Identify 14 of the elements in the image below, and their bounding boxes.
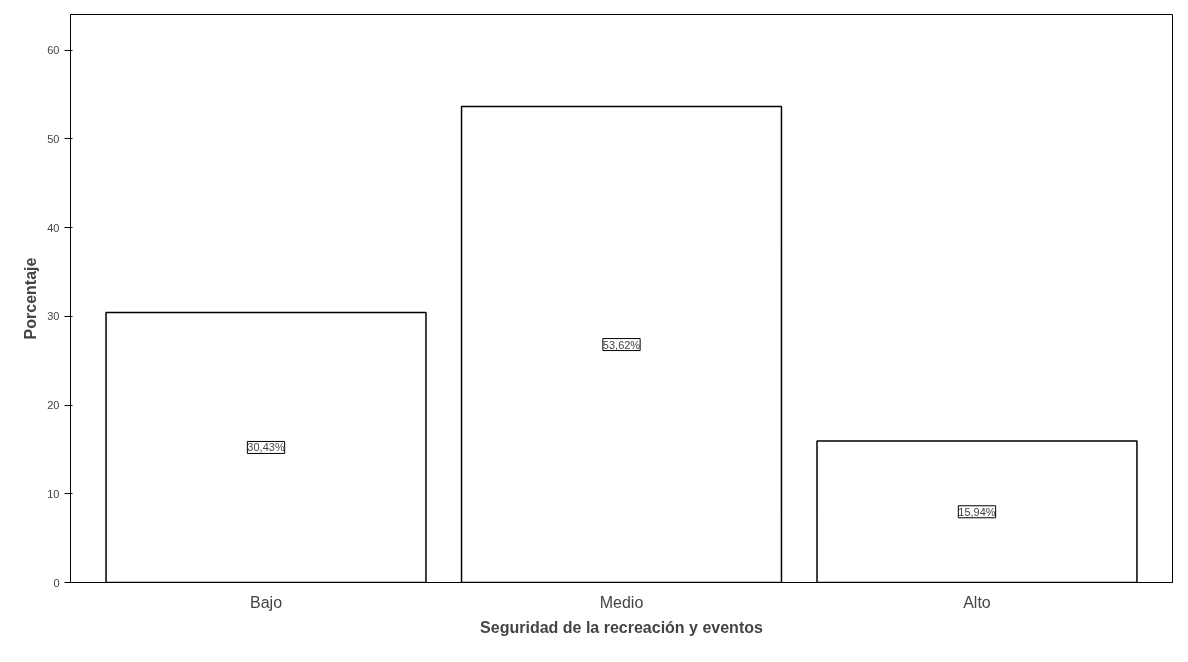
y-axis-title: Porcentaje <box>22 257 40 340</box>
y-tick-label: 20 <box>47 399 60 411</box>
data-label: 15,94% <box>958 505 996 518</box>
x-tick-label: Alto <box>963 593 991 611</box>
x-tick-label: Medio <box>599 593 644 611</box>
y-tick-label: 40 <box>47 221 60 234</box>
x-tick-label: Bajo <box>250 593 283 611</box>
data-label: 53,62% <box>602 338 641 351</box>
y-tick-label: 10 <box>47 487 60 500</box>
x-axis-title: Seguridad de la recreación y eventos <box>480 618 763 636</box>
y-tick-label: 60 <box>47 44 60 56</box>
y-tick-label: 0 <box>53 576 60 589</box>
y-tick-label: 30 <box>47 310 60 323</box>
y-tick-label: 50 <box>47 132 60 145</box>
